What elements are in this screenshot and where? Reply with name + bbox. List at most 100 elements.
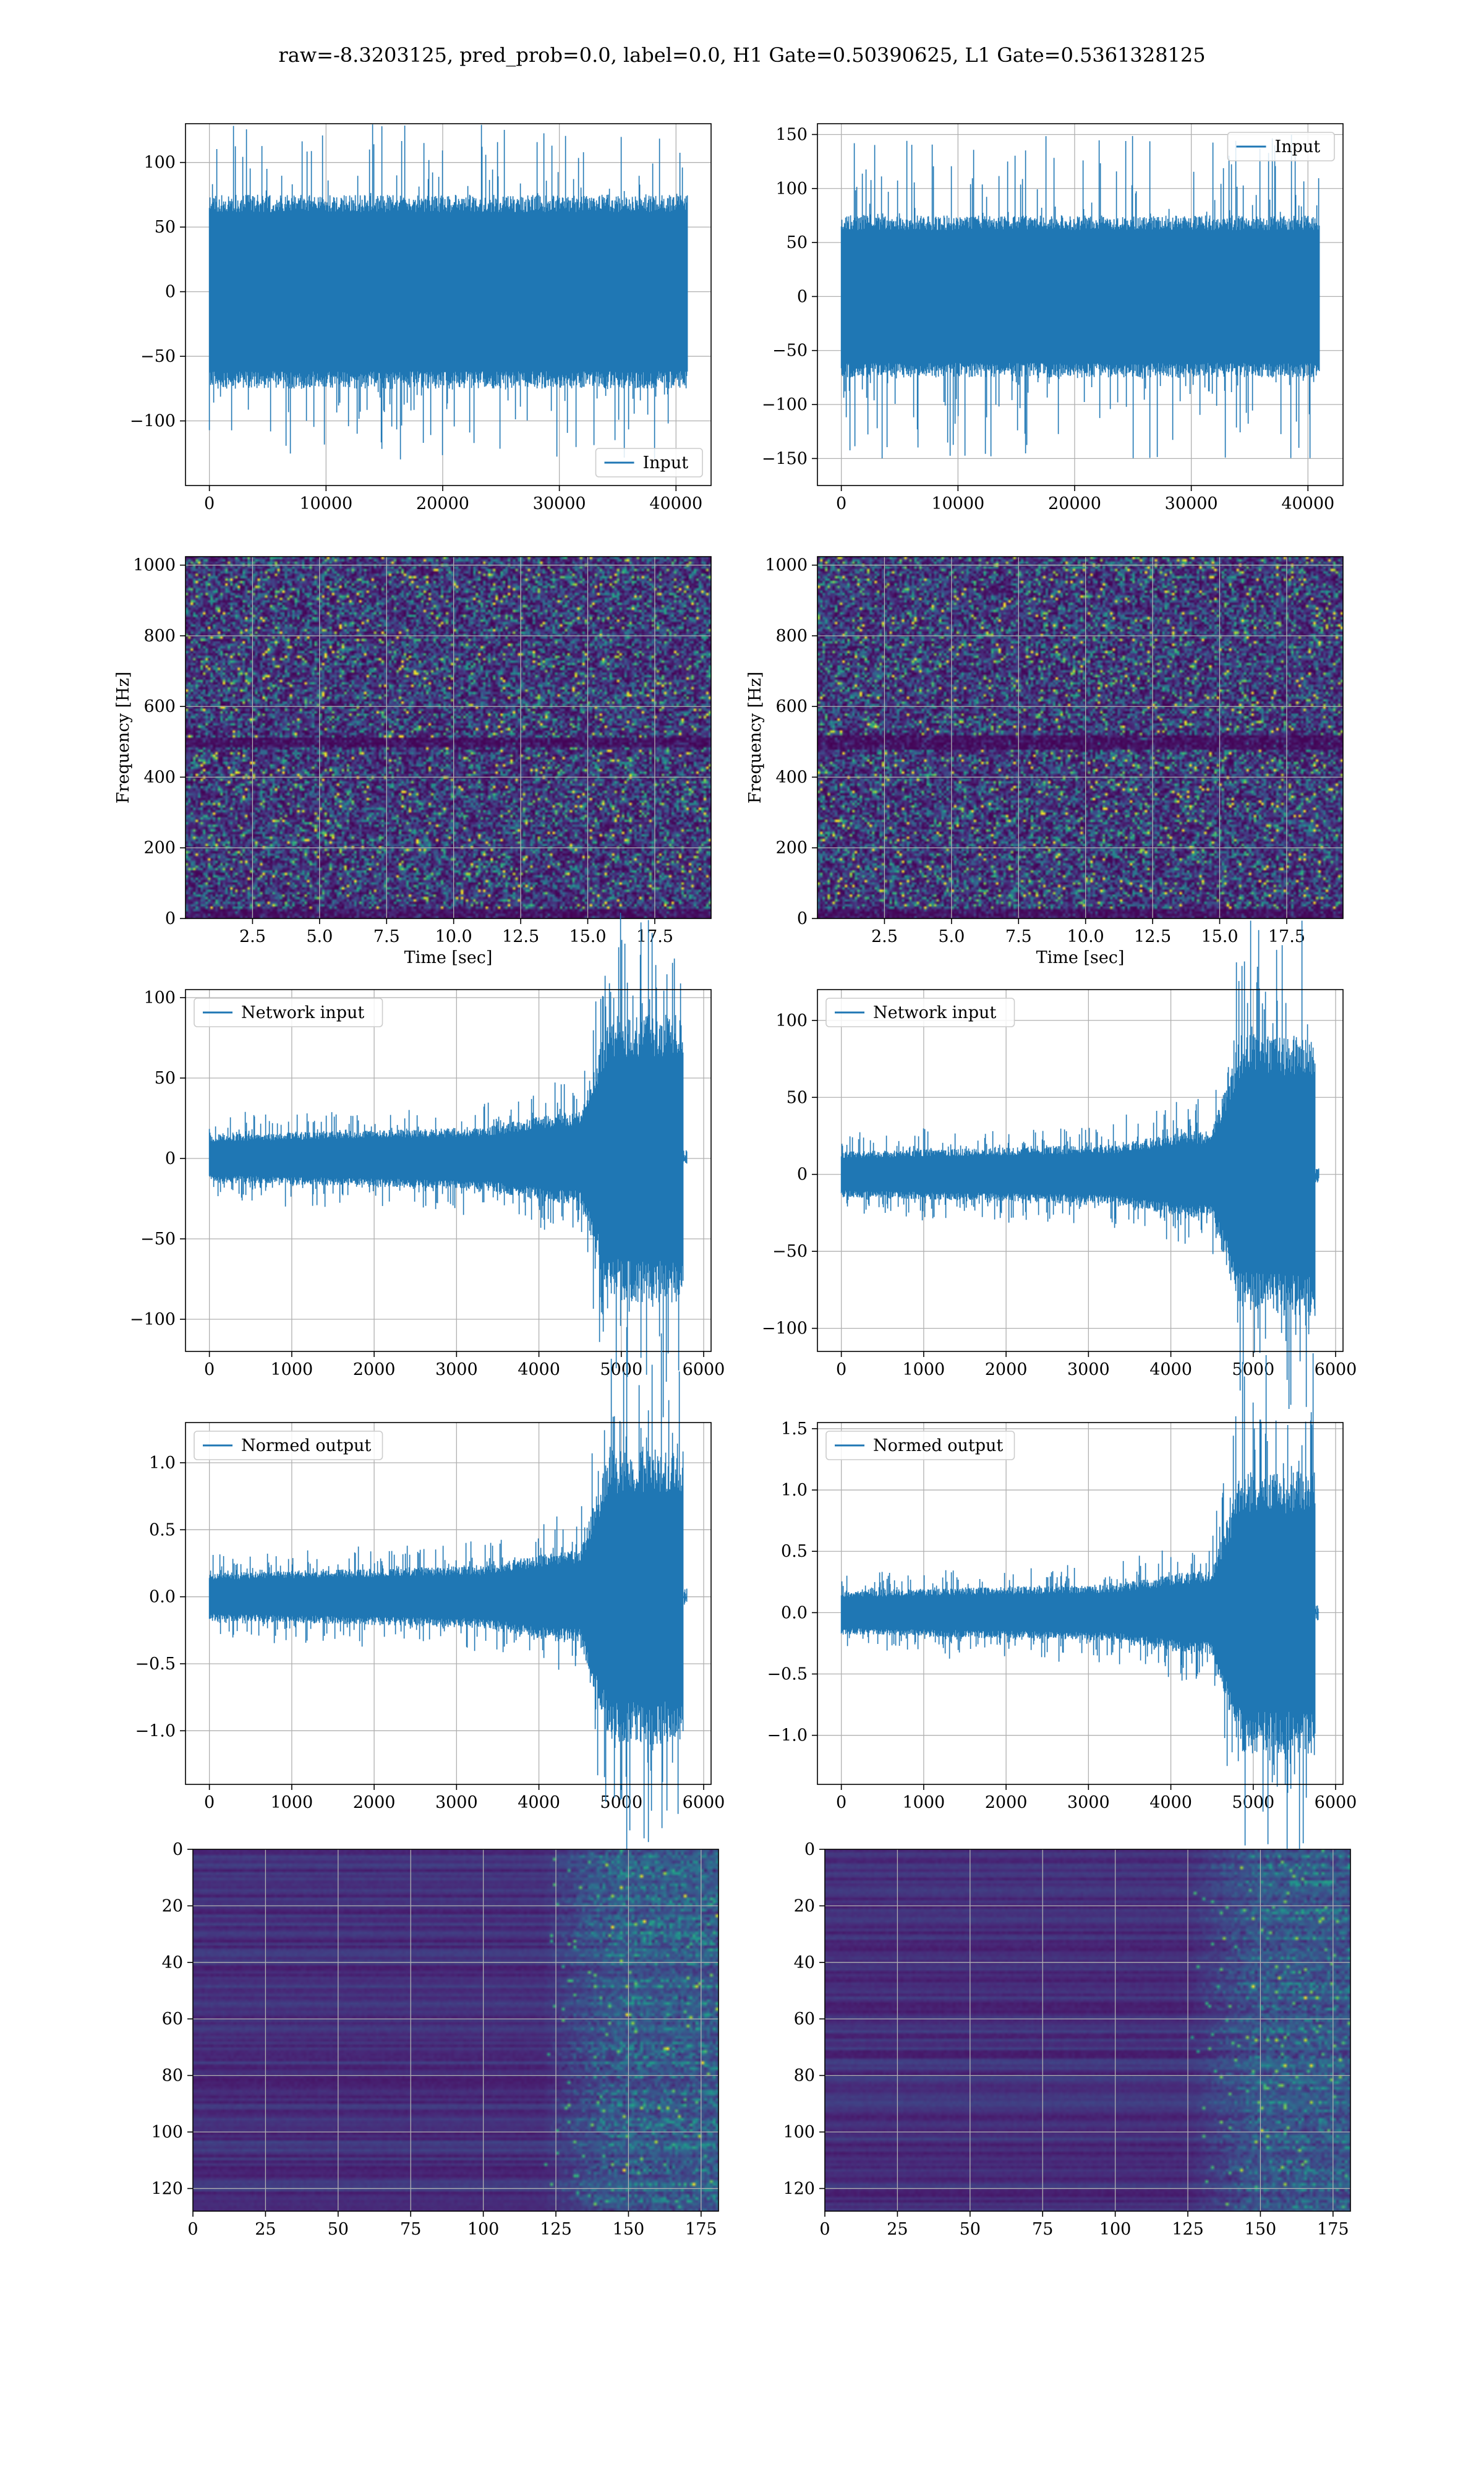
y-tick-label: 200: [143, 839, 176, 858]
x-tick-label: 6000: [683, 1793, 725, 1812]
x-tick-label: 0: [204, 1793, 215, 1812]
legend-frame: [595, 448, 703, 477]
figure-title: raw=-8.3203125, pred_prob=0.0, label=0.0…: [278, 43, 1205, 67]
norm-h1-subplot: 0 1000 2000 3000 4000 5000 6000 −1.0 −0.5 0.0 0.5 1…: [135, 1327, 725, 1860]
y-tick-label: 800: [143, 627, 176, 646]
x-tick-label: 2.5: [239, 927, 266, 946]
subplot-grid: 0 10000 20000 30000 40000−100−50050100Input0…: [114, 123, 1357, 2239]
feat-l1-axes-frame: [824, 1849, 1351, 2212]
x-tick-label: 0: [204, 494, 215, 513]
x-tick-label: 4000: [518, 1793, 560, 1812]
x-tick-label: 0: [836, 1360, 846, 1379]
y-tick-label: 0: [797, 909, 808, 928]
y-tick-label: 0: [797, 1165, 808, 1184]
y-tick-label: 100: [775, 1011, 808, 1030]
y-tick-label: −100: [762, 395, 808, 414]
spec-h1-heatmap-image: [186, 557, 711, 918]
spec-h1-axes-frame: [185, 556, 712, 919]
y-tick-label: 1000: [133, 556, 176, 575]
x-tick-label: 75: [1032, 2220, 1053, 2239]
x-tick-label: 40000: [649, 494, 702, 513]
legend-label: Input: [1275, 137, 1321, 156]
x-tick-label: 12.5: [1134, 927, 1171, 946]
x-tick-label: 5000: [600, 1793, 642, 1812]
y-tick-label: 50: [787, 233, 808, 252]
y-tick-label: 200: [775, 839, 808, 858]
legend-label: Network input: [241, 1003, 364, 1022]
y-tick-label: 400: [775, 768, 808, 787]
spec-h1-x-axis-label: Time [sec]: [404, 948, 493, 967]
legend-frame: [825, 1431, 1015, 1460]
y-tick-label: 0: [173, 1840, 183, 1859]
norm-h1-axes-frame: [185, 1422, 712, 1785]
net-l1-axes-frame: [817, 989, 1344, 1352]
spec-l1-y-axis-label: Frequency [Hz]: [746, 672, 765, 803]
x-tick-label: 0: [187, 2220, 198, 2239]
x-tick-label: 3000: [1067, 1793, 1110, 1812]
y-tick-label: 40: [162, 1953, 183, 1972]
feat-h1-subplot: 0 25 50 75 100 125 150 175 0 20 40 60 80 100 120: [151, 1840, 719, 2239]
y-tick-label: 60: [162, 2010, 183, 2029]
y-tick-label: 0.0: [149, 1588, 176, 1607]
x-tick-label: 2000: [985, 1793, 1028, 1812]
raw-h1-axes-frame: [185, 123, 712, 486]
legend-frame: [825, 998, 1015, 1027]
x-tick-label: 15.0: [569, 927, 606, 946]
feat-l1-heatmap-image: [825, 1849, 1350, 2211]
x-tick-label: 1000: [271, 1793, 313, 1812]
y-tick-label: −100: [762, 1319, 808, 1338]
y-tick-label: −50: [140, 347, 176, 366]
x-tick-label: 5000: [600, 1360, 642, 1379]
y-tick-label: 600: [143, 697, 176, 716]
spec-l1-subplot: 2.5 5.0 7.5 10.0 12.5 15.0 17.5 0 200 400 600 800 10…: [746, 556, 1344, 967]
raw-l1-legend: Input: [1227, 132, 1335, 161]
x-tick-label: 1000: [271, 1360, 313, 1379]
x-tick-label: 2000: [353, 1360, 396, 1379]
net-l1-legend: Network input: [825, 998, 1015, 1027]
y-tick-label: 1.5: [781, 1419, 808, 1439]
x-tick-label: 20000: [1048, 494, 1101, 513]
y-tick-label: 50: [155, 1069, 176, 1088]
x-tick-label: 7.5: [1005, 927, 1032, 946]
y-tick-label: 1.0: [781, 1481, 808, 1500]
x-tick-label: 15.0: [1201, 927, 1238, 946]
spec-l1-axes-frame: [817, 556, 1344, 919]
x-tick-label: 5.0: [306, 927, 333, 946]
x-tick-label: 6000: [683, 1360, 725, 1379]
y-tick-label: −50: [772, 1242, 808, 1261]
norm-l1-subplot: 0 1000 2000 3000 4000 5000 6000 −1.0 −0.5 0.0 0.5 1…: [767, 1353, 1357, 1849]
x-tick-label: 17.5: [636, 927, 673, 946]
raw-h1-legend: Input: [595, 448, 703, 477]
x-tick-label: 0: [204, 1360, 215, 1379]
x-tick-label: 175: [1317, 2220, 1349, 2239]
y-tick-label: −0.5: [135, 1654, 176, 1674]
y-tick-label: 0.0: [781, 1603, 808, 1622]
y-tick-label: 100: [143, 153, 176, 173]
x-tick-label: 10.0: [1067, 927, 1104, 946]
net-l1-subplot: 0 1000 2000 3000 4000 5000 6000 −100 −50 0 50 100 Ne…: [762, 920, 1357, 1409]
spec-h1-subplot: 2.5 5.0 7.5 10.0 12.5 15.0 17.5 0 200 400 600 800 10…: [114, 556, 712, 967]
legend-label: Network input: [873, 1003, 996, 1022]
y-tick-label: 50: [787, 1088, 808, 1107]
y-tick-label: 120: [783, 2179, 815, 2198]
y-tick-label: 600: [775, 697, 808, 716]
x-tick-label: 5000: [1232, 1360, 1274, 1379]
x-tick-label: 2.5: [871, 927, 898, 946]
norm-h1-legend: Normed output: [194, 1431, 383, 1460]
y-tick-label: 150: [775, 125, 808, 144]
feat-h1-axes-frame: [192, 1849, 719, 2212]
x-tick-label: 3000: [435, 1360, 478, 1379]
feat-l1-subplot: 0 25 50 75 100 125 150 175 0 20 40 60 80 100 120: [783, 1840, 1351, 2239]
y-tick-label: 100: [143, 988, 176, 1008]
x-tick-label: 100: [467, 2220, 500, 2239]
y-tick-label: 1000: [765, 556, 808, 575]
x-tick-label: 3000: [1067, 1360, 1110, 1379]
y-tick-label: 120: [151, 2179, 183, 2198]
y-tick-label: 0.5: [149, 1520, 176, 1539]
feat-h1-heatmap-image: [193, 1849, 719, 2211]
x-tick-label: 0: [836, 1793, 846, 1812]
y-tick-label: 100: [775, 179, 808, 199]
y-tick-label: 0: [165, 1149, 176, 1168]
y-tick-label: 400: [143, 768, 176, 787]
y-tick-label: 100: [151, 2123, 183, 2142]
